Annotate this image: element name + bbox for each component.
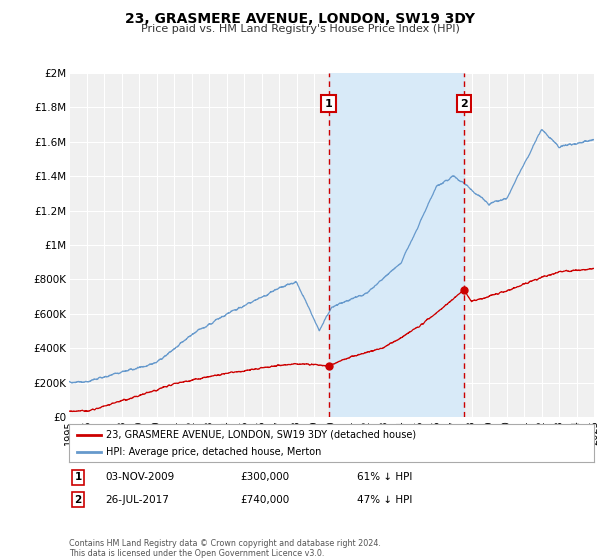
Text: 47% ↓ HPI: 47% ↓ HPI xyxy=(357,494,412,505)
Text: 61% ↓ HPI: 61% ↓ HPI xyxy=(357,472,412,482)
Text: 03-NOV-2009: 03-NOV-2009 xyxy=(105,472,174,482)
Text: 1: 1 xyxy=(325,99,332,109)
Text: 23, GRASMERE AVENUE, LONDON, SW19 3DY (detached house): 23, GRASMERE AVENUE, LONDON, SW19 3DY (d… xyxy=(106,430,416,440)
Bar xyxy=(329,73,464,417)
Text: 2: 2 xyxy=(460,99,467,109)
Text: £740,000: £740,000 xyxy=(240,494,289,505)
Text: £300,000: £300,000 xyxy=(240,472,289,482)
Text: 23, GRASMERE AVENUE, LONDON, SW19 3DY: 23, GRASMERE AVENUE, LONDON, SW19 3DY xyxy=(125,12,475,26)
Text: Price paid vs. HM Land Registry's House Price Index (HPI): Price paid vs. HM Land Registry's House … xyxy=(140,24,460,34)
Text: 1: 1 xyxy=(74,472,82,482)
Text: Contains HM Land Registry data © Crown copyright and database right 2024.
This d: Contains HM Land Registry data © Crown c… xyxy=(69,539,381,558)
Text: 26-JUL-2017: 26-JUL-2017 xyxy=(105,494,169,505)
Text: HPI: Average price, detached house, Merton: HPI: Average price, detached house, Mert… xyxy=(106,447,321,458)
Text: 2: 2 xyxy=(74,494,82,505)
